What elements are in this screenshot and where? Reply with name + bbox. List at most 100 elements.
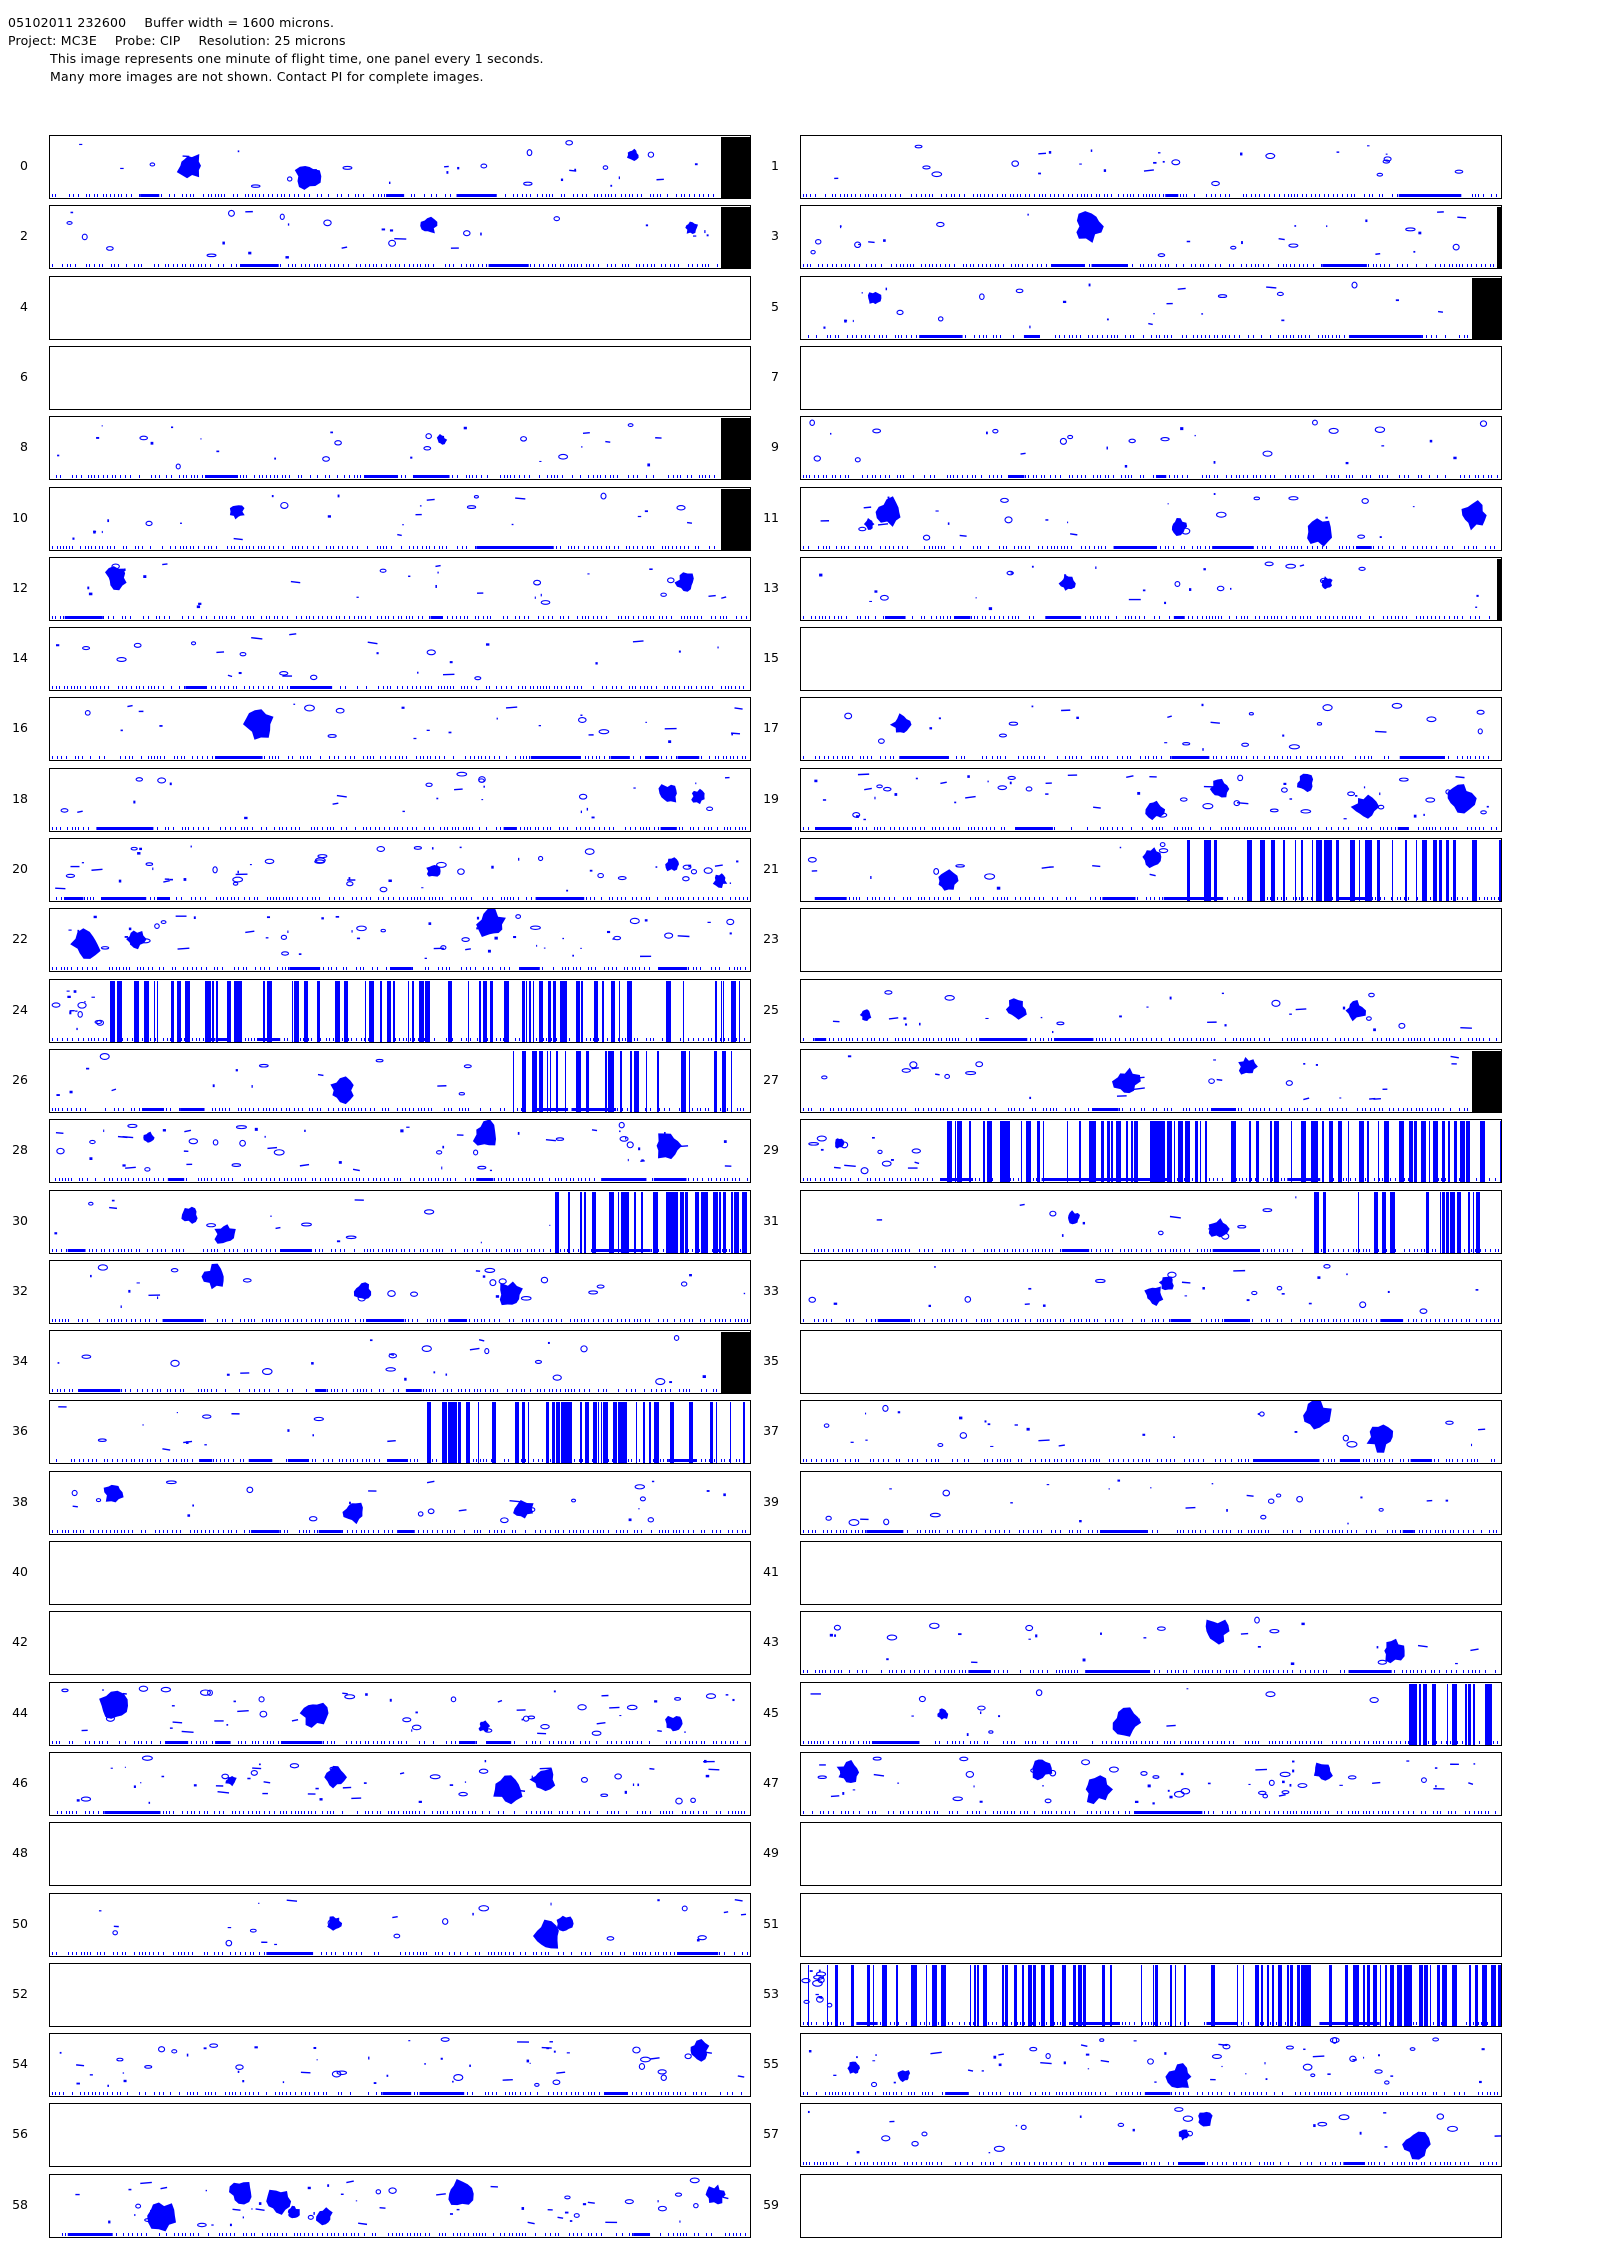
panel-label: 44 <box>12 1705 28 1720</box>
timeline-strip <box>52 1741 746 1744</box>
resolution-text: Resolution: 25 microns <box>198 33 346 48</box>
image-panel <box>49 1752 751 1816</box>
timeline-strip <box>803 1811 1496 1814</box>
header-line-3: This image represents one minute of flig… <box>50 51 544 66</box>
image-panel <box>49 1682 751 1746</box>
particle-blob <box>705 2184 726 2205</box>
particle-group <box>821 1055 1459 1101</box>
particle-blob <box>1209 778 1230 798</box>
particle-group <box>59 2037 745 2087</box>
image-panel <box>800 1471 1502 1535</box>
panel-label: 57 <box>763 2126 779 2141</box>
particle-image <box>803 1051 1501 1112</box>
particle-image <box>52 1192 747 1253</box>
panel-label: 6 <box>20 369 28 384</box>
particle-blob <box>266 2189 292 2215</box>
panel-label: 11 <box>763 510 779 525</box>
panel-label: 21 <box>763 861 779 876</box>
timeline-strip <box>803 616 1490 619</box>
image-panel <box>49 135 751 199</box>
panel-label: 14 <box>12 650 28 665</box>
particle-image <box>52 1685 746 1744</box>
overload-block <box>721 489 750 550</box>
particle-blob <box>875 496 901 527</box>
particle-blob <box>665 857 679 872</box>
panel-label: 52 <box>12 1986 28 2001</box>
image-panel <box>800 1893 1502 1957</box>
timeline-strip <box>52 1530 746 1533</box>
image-panel <box>800 487 1502 551</box>
image-panel <box>49 1400 751 1464</box>
image-panel <box>800 205 1502 269</box>
particle-image <box>51 981 745 1042</box>
streak-region <box>1409 1684 1492 1745</box>
particle-image <box>56 418 750 479</box>
particle-blob <box>70 928 101 959</box>
panel-label: 5 <box>771 299 779 314</box>
buffer-width-text: Buffer width = 1600 microns. <box>144 15 335 30</box>
image-panel <box>49 487 751 551</box>
particle-image <box>803 207 1501 268</box>
particle-blob <box>513 1500 534 1519</box>
particle-blob <box>1350 794 1380 819</box>
image-panel <box>49 979 751 1043</box>
image-panel <box>49 768 751 832</box>
panel-label: 29 <box>763 1142 779 1157</box>
panel-label: 55 <box>763 2056 779 2071</box>
probe-text: Probe: CIP <box>114 33 181 48</box>
overload-block <box>1472 1051 1501 1112</box>
particle-blob <box>201 1263 224 1290</box>
panel-label: 38 <box>12 1494 28 1509</box>
particle-blob <box>476 909 506 937</box>
particle-group <box>834 144 1464 187</box>
particle-blob <box>103 1484 124 1503</box>
overload-block <box>721 207 750 268</box>
particle-blob <box>863 518 875 530</box>
particle-image <box>807 840 1501 901</box>
image-panel <box>800 1119 1502 1183</box>
panel-label: 47 <box>763 1775 779 1790</box>
particle-blob <box>147 2202 176 2232</box>
particle-blob <box>1158 1276 1174 1291</box>
image-panel <box>49 1190 751 1254</box>
particle-blob <box>533 1919 559 1949</box>
timeline-strip <box>814 1249 1499 1252</box>
image-panel <box>800 768 1502 832</box>
timeline-strip <box>52 1389 717 1392</box>
particle-group <box>61 1685 735 1736</box>
particle-image <box>803 493 1495 549</box>
particle-blob <box>1112 1707 1142 1737</box>
particle-blob <box>1005 998 1027 1020</box>
particle-image <box>803 773 1497 830</box>
panel-label: 4 <box>20 299 28 314</box>
panel-label: 46 <box>12 1775 28 1790</box>
particle-group <box>808 1263 1479 1314</box>
header-line-1: 05102011 232600 Buffer width = 1600 micro… <box>8 14 544 32</box>
panel-label: 34 <box>12 1353 28 1368</box>
panel-label: 32 <box>12 1283 28 1298</box>
particle-group <box>808 1135 922 1175</box>
particle-blob <box>126 930 147 950</box>
timeline-strip <box>52 194 714 197</box>
panel-label: 16 <box>12 720 28 735</box>
particle-blob <box>1461 500 1487 531</box>
particle-blob <box>938 869 959 891</box>
panel-label: 19 <box>763 791 779 806</box>
particle-group <box>72 492 693 541</box>
timeline-strip <box>52 616 747 619</box>
panel-label: 33 <box>763 1283 779 1298</box>
panel-label: 3 <box>771 228 779 243</box>
image-panel <box>49 1611 751 1675</box>
particle-blob <box>867 291 882 305</box>
particle-blob <box>324 1765 347 1789</box>
particle-group <box>55 845 739 893</box>
particle-blob <box>493 1775 523 1805</box>
datetime-text: 05102011 232600 <box>8 15 127 30</box>
panel-label: 24 <box>12 1002 28 1017</box>
timeline-strip <box>803 756 1489 759</box>
particle-image <box>801 1965 1501 2026</box>
particle-blob <box>1085 1775 1113 1805</box>
particle-blob <box>499 1281 523 1306</box>
particle-blob <box>1068 1210 1080 1225</box>
particle-blob <box>327 1916 343 1931</box>
